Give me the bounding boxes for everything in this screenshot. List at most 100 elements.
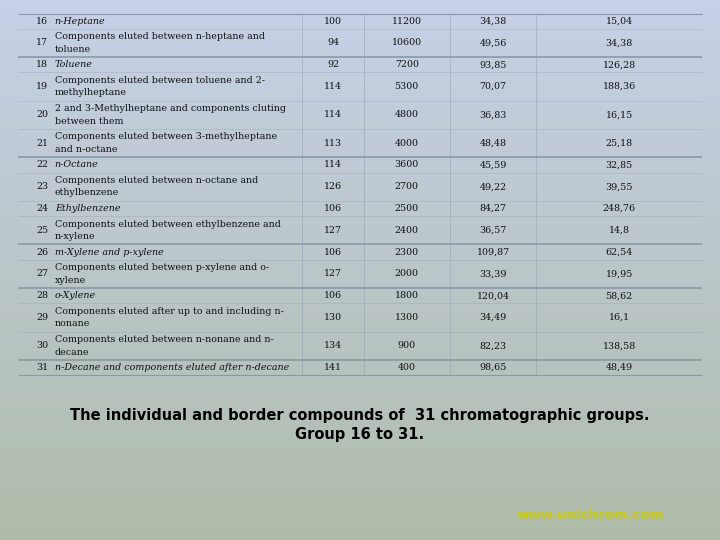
Text: 28: 28 — [36, 291, 48, 300]
Bar — [0, 535, 720, 537]
Bar — [0, 11, 720, 14]
Bar — [0, 267, 720, 270]
Bar — [0, 238, 720, 240]
Text: 130: 130 — [324, 313, 342, 322]
Text: n-Octane: n-Octane — [55, 160, 99, 170]
Bar — [0, 181, 720, 184]
Text: 106: 106 — [324, 204, 342, 213]
Bar — [0, 524, 720, 526]
Text: 92: 92 — [327, 60, 339, 69]
Bar — [0, 386, 720, 389]
Bar — [0, 286, 720, 289]
Bar — [0, 289, 720, 292]
Text: 70,07: 70,07 — [480, 82, 507, 91]
Bar — [0, 273, 720, 275]
Bar — [0, 73, 720, 76]
Bar — [0, 481, 720, 483]
Bar — [0, 81, 720, 84]
Bar — [0, 472, 720, 475]
Bar — [0, 76, 720, 78]
Bar — [0, 297, 720, 300]
Bar — [0, 308, 720, 310]
Bar — [0, 240, 720, 243]
Bar — [0, 140, 720, 143]
Text: nonane: nonane — [55, 319, 90, 328]
Text: 15,04: 15,04 — [606, 17, 633, 26]
Text: 127: 127 — [324, 226, 342, 235]
Bar — [0, 278, 720, 281]
Bar — [0, 510, 720, 513]
Text: 127: 127 — [324, 269, 342, 279]
Bar — [0, 38, 720, 40]
Bar — [0, 230, 720, 232]
Bar — [0, 270, 720, 273]
Bar — [0, 440, 720, 443]
Bar — [0, 459, 720, 462]
Bar — [0, 367, 720, 370]
Bar — [0, 97, 720, 100]
Bar — [0, 294, 720, 297]
Text: 58,62: 58,62 — [606, 291, 633, 300]
Text: 106: 106 — [324, 248, 342, 256]
Text: Components eluted between 3-methylheptane: Components eluted between 3-methylheptan… — [55, 132, 277, 141]
Text: 3600: 3600 — [395, 160, 419, 170]
Text: 34,38: 34,38 — [480, 17, 507, 26]
Bar — [0, 254, 720, 256]
Text: 16: 16 — [36, 17, 48, 26]
Text: 2400: 2400 — [395, 226, 419, 235]
Bar — [0, 489, 720, 491]
Text: 36,83: 36,83 — [480, 110, 507, 119]
Bar — [0, 192, 720, 194]
Text: Components eluted between p-xylene and o-: Components eluted between p-xylene and o… — [55, 263, 269, 272]
Bar — [0, 157, 720, 159]
Bar — [0, 159, 720, 162]
Text: 32,85: 32,85 — [606, 160, 633, 170]
Bar — [0, 446, 720, 448]
Bar — [0, 324, 720, 327]
Text: 82,23: 82,23 — [480, 341, 507, 350]
Bar — [0, 467, 720, 470]
Text: 109,87: 109,87 — [477, 248, 510, 256]
Text: 19: 19 — [36, 82, 48, 91]
Bar — [0, 132, 720, 135]
Text: 19,95: 19,95 — [606, 269, 633, 279]
Bar — [0, 70, 720, 73]
Bar — [0, 516, 720, 518]
Bar — [0, 383, 720, 386]
Bar — [0, 162, 720, 165]
Bar — [0, 319, 720, 321]
Text: 26: 26 — [36, 248, 48, 256]
Bar — [0, 54, 720, 57]
Bar — [0, 373, 720, 375]
Bar — [0, 8, 720, 11]
Bar — [0, 394, 720, 397]
Bar — [0, 46, 720, 49]
Text: Components eluted between toluene and 2-: Components eluted between toluene and 2- — [55, 76, 265, 85]
Bar — [0, 208, 720, 211]
Text: Toluene: Toluene — [55, 60, 93, 69]
Bar — [0, 84, 720, 86]
Text: 49,22: 49,22 — [480, 182, 507, 191]
Text: 188,36: 188,36 — [603, 82, 636, 91]
Text: 10600: 10600 — [392, 38, 422, 48]
Bar — [0, 143, 720, 146]
Text: 34,38: 34,38 — [606, 38, 633, 48]
Bar — [0, 138, 720, 140]
Text: ethylbenzene: ethylbenzene — [55, 188, 119, 198]
Bar — [0, 327, 720, 329]
Bar — [0, 148, 720, 151]
Bar — [0, 329, 720, 332]
Text: 27: 27 — [36, 269, 48, 279]
Bar — [0, 354, 720, 356]
Bar — [0, 243, 720, 246]
Text: 25: 25 — [36, 226, 48, 235]
Bar — [0, 65, 720, 68]
Text: 24: 24 — [36, 204, 48, 213]
Text: 30: 30 — [36, 341, 48, 350]
Bar — [0, 397, 720, 400]
Text: n-Decane and components eluted after n-decane: n-Decane and components eluted after n-d… — [55, 363, 289, 372]
Bar — [0, 389, 720, 392]
Text: 29: 29 — [36, 313, 48, 322]
Bar — [0, 435, 720, 437]
Bar — [0, 392, 720, 394]
